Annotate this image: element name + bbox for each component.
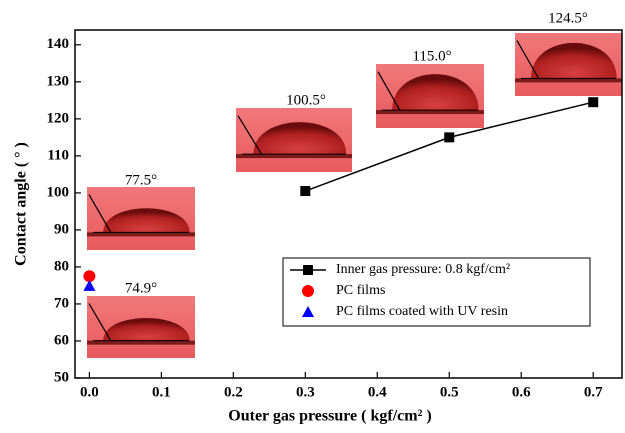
y-tick-label: 130 [47, 73, 70, 89]
droplet-photo [87, 187, 195, 250]
droplet-photo [236, 108, 352, 172]
legend-label: Inner gas pressure: 0.8 kgf/cm² [336, 262, 510, 277]
y-tick-label: 60 [54, 332, 69, 348]
x-tick-label: 0.5 [440, 384, 459, 400]
annotation: 100.5° [286, 92, 326, 108]
annotation: 115.0° [412, 48, 451, 64]
annotation: 124.5° [548, 10, 588, 26]
x-tick-label: 0.7 [584, 384, 603, 400]
x-tick-label: 0.0 [80, 384, 99, 400]
x-tick-label: 0.3 [296, 384, 315, 400]
substrate [376, 110, 484, 114]
droplet-photo [87, 296, 195, 358]
legend-label: PC films [336, 283, 385, 298]
y-axis-label: Contact angle ( ° ) [13, 142, 30, 266]
droplet-photo [376, 64, 484, 128]
x-tick-label: 0.2 [224, 384, 243, 400]
legend-marker [302, 285, 314, 297]
marker [444, 132, 454, 142]
substrate [236, 154, 352, 158]
legend-label: PC films coated with UV resin [336, 304, 508, 319]
y-tick-label: 140 [47, 36, 70, 52]
y-tick-label: 50 [54, 369, 69, 385]
y-tick-label: 70 [54, 295, 69, 311]
y-tick-label: 120 [47, 110, 70, 126]
x-tick-label: 0.4 [368, 384, 387, 400]
marker [83, 280, 95, 291]
annotation: 77.5° [125, 172, 157, 188]
y-tick-label: 100 [47, 184, 70, 200]
substrate [87, 232, 195, 236]
y-tick-label: 110 [47, 147, 69, 163]
marker [588, 97, 598, 107]
x-tick-label: 0.1 [152, 384, 171, 400]
x-axis-label: Outer gas pressure ( kgf/cm² ) [228, 408, 431, 425]
substrate [87, 341, 195, 345]
y-tick-label: 90 [54, 221, 69, 237]
y-tick-label: 80 [54, 258, 69, 274]
annotation: 74.9° [125, 280, 157, 296]
droplet-photo [515, 33, 622, 96]
legend-marker [303, 265, 313, 275]
marker [300, 186, 310, 196]
chart: 0.0 0.1 0.2 0.3 0.4 0.5 0.6 0.7 50 60 70 80 90 100 110… [0, 0, 625, 433]
legend: Inner gas pressure: 0.8 kgf/cm² PC films P… [283, 258, 590, 326]
substrate [515, 78, 622, 82]
x-tick-label: 0.6 [512, 384, 531, 400]
